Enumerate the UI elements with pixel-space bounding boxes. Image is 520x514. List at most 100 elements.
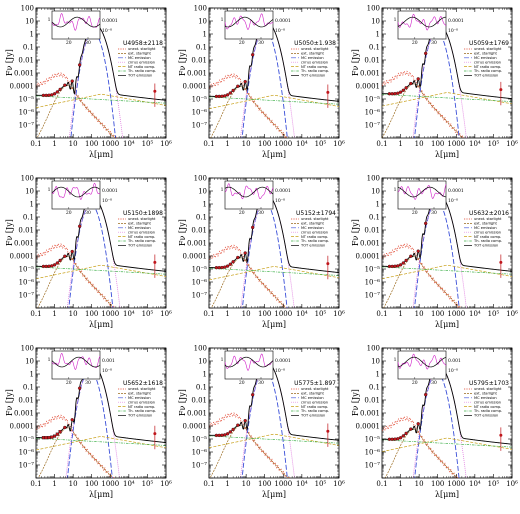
legend-entry: TOT emission	[127, 244, 152, 248]
inset-x-tick-label: 20	[412, 40, 418, 46]
data-point	[404, 258, 408, 263]
inset-y-tick-label: 1	[221, 17, 224, 23]
x-axis-label: λ[μm]	[435, 320, 459, 329]
y-tick-label: 10	[198, 17, 207, 25]
data-point	[398, 90, 403, 94]
legend-entry: cirrus emission	[128, 400, 155, 404]
inset-panel: 20 30 1 0.0001 10⁻⁸	[221, 350, 291, 386]
x-tick-label: 100	[85, 140, 98, 148]
x-tick-label: 10⁵	[488, 140, 500, 148]
legend-entry: Th. radio comp.	[300, 239, 329, 243]
y-tick-label: 1	[376, 200, 380, 208]
y-tick-label: 0.0001	[356, 422, 381, 430]
legend-entry: NT radio comp.	[128, 235, 155, 239]
x-axis-label: λ[μm]	[435, 490, 459, 499]
y-tick-label: 0.001	[187, 239, 207, 247]
x-tick-label: 10⁵	[488, 480, 500, 488]
data-point	[225, 264, 230, 268]
y-tick-label: 0.001	[187, 69, 207, 77]
legend-entry: NT radio comp.	[474, 235, 501, 239]
inset-x-tick-label: 30	[431, 210, 437, 216]
inset-y-tick-label: 0.0001	[102, 18, 118, 24]
y-tick-label: 10⁻⁷	[192, 121, 208, 129]
inset-frame	[397, 180, 447, 210]
data-point	[44, 93, 48, 98]
inset-x-tick-label: 30	[431, 380, 437, 386]
inset-x-tick-label: 30	[431, 40, 437, 46]
legend-entry: unext. starlight	[128, 387, 156, 391]
sed-panel-3: 0.1 1 10 100 1000 10⁴ 10⁵ 10⁶10⁻⁷10⁻⁶10⁻⁵0.0001…	[351, 4, 518, 159]
legend-entry: Th. radio comp.	[473, 409, 502, 413]
inset-model	[224, 16, 274, 28]
x-tick-label: 1000	[274, 140, 292, 148]
curve-nt-radio	[36, 264, 166, 280]
inset-spectrum	[397, 184, 447, 200]
data-point	[236, 84, 240, 88]
data-point	[47, 264, 51, 268]
inset-spectrum	[224, 353, 274, 371]
y-tick-label: 10	[25, 17, 34, 25]
data-point	[398, 263, 403, 267]
inset-y-tick-label: 0.0001	[448, 18, 464, 24]
data-point	[47, 93, 51, 97]
data-point	[58, 87, 62, 92]
data-point	[401, 434, 406, 438]
sed-panel-6: 0.1 1 10 100 1000 10⁴ 10⁵ 10⁶10⁻⁷10⁻⁶10⁻⁵0.0001…	[351, 174, 518, 329]
data-point	[243, 79, 247, 84]
data-point	[44, 264, 48, 269]
legend-entry: cirrus emission	[128, 230, 155, 234]
inset-spectrum	[51, 352, 101, 370]
y-axis-label: Fν [Jy]	[178, 49, 187, 76]
x-tick-label: 1	[225, 310, 229, 318]
radio-point	[153, 260, 157, 264]
legend-entry: ext. starlight	[301, 222, 324, 226]
data-point	[47, 435, 51, 440]
y-tick-label: 0.1	[196, 213, 207, 221]
data-point	[55, 261, 60, 265]
inset-frame	[51, 180, 101, 210]
data-point	[228, 91, 233, 95]
y-tick-label: 10⁻⁵	[19, 435, 35, 443]
data-point	[423, 221, 428, 226]
curves	[382, 365, 512, 478]
y-tick-label: 10⁻⁷	[19, 461, 35, 469]
data-point	[225, 93, 230, 97]
panel-title: U4958±2118	[123, 40, 163, 47]
legend-entry: NT radio comp.	[301, 235, 328, 239]
x-tick-label: 10⁶	[160, 310, 172, 318]
y-tick-label: 10⁻⁷	[365, 291, 381, 299]
y-tick-label: 0.0001	[10, 82, 35, 90]
x-tick-label: 1000	[101, 140, 119, 148]
y-tick-label: 10⁻⁵	[365, 265, 381, 273]
y-tick-label: 10⁻⁶	[192, 108, 208, 116]
data-point	[70, 249, 74, 254]
curve-unext-starlight	[382, 243, 463, 308]
inset-y-tick-label: 0.0001	[275, 18, 291, 24]
y-tick-label: 0.01	[364, 396, 380, 404]
data-point	[214, 94, 219, 99]
curve-nt-radio	[382, 92, 512, 107]
y-axis-label: Fν [Jy]	[5, 49, 14, 76]
y-axis-label: Fν [Jy]	[178, 389, 187, 416]
legend-entry: Th. radio comp.	[300, 409, 329, 413]
y-tick-label: 0.001	[360, 69, 380, 77]
legend-entry: cirrus emission	[301, 60, 328, 64]
y-tick-label: 10⁻⁵	[192, 265, 208, 273]
inset-x-tick-label: 20	[66, 40, 72, 46]
data-point	[228, 262, 233, 266]
inset-x-tick-label: 20	[239, 40, 245, 46]
x-tick-label: 10⁶	[506, 310, 518, 318]
inset-y-tick-label: 1	[48, 17, 51, 23]
y-tick-label: 1	[30, 370, 34, 378]
x-tick-label: 10⁶	[160, 480, 172, 488]
x-tick-label: 1	[398, 310, 402, 318]
y-tick-label: 10	[371, 357, 380, 365]
data-point	[396, 91, 400, 95]
inset-y-tick-label: 1	[48, 357, 51, 363]
data-point	[220, 265, 224, 270]
inset-spectrum	[51, 12, 101, 31]
inset-model	[397, 356, 447, 368]
data-point	[53, 434, 57, 438]
